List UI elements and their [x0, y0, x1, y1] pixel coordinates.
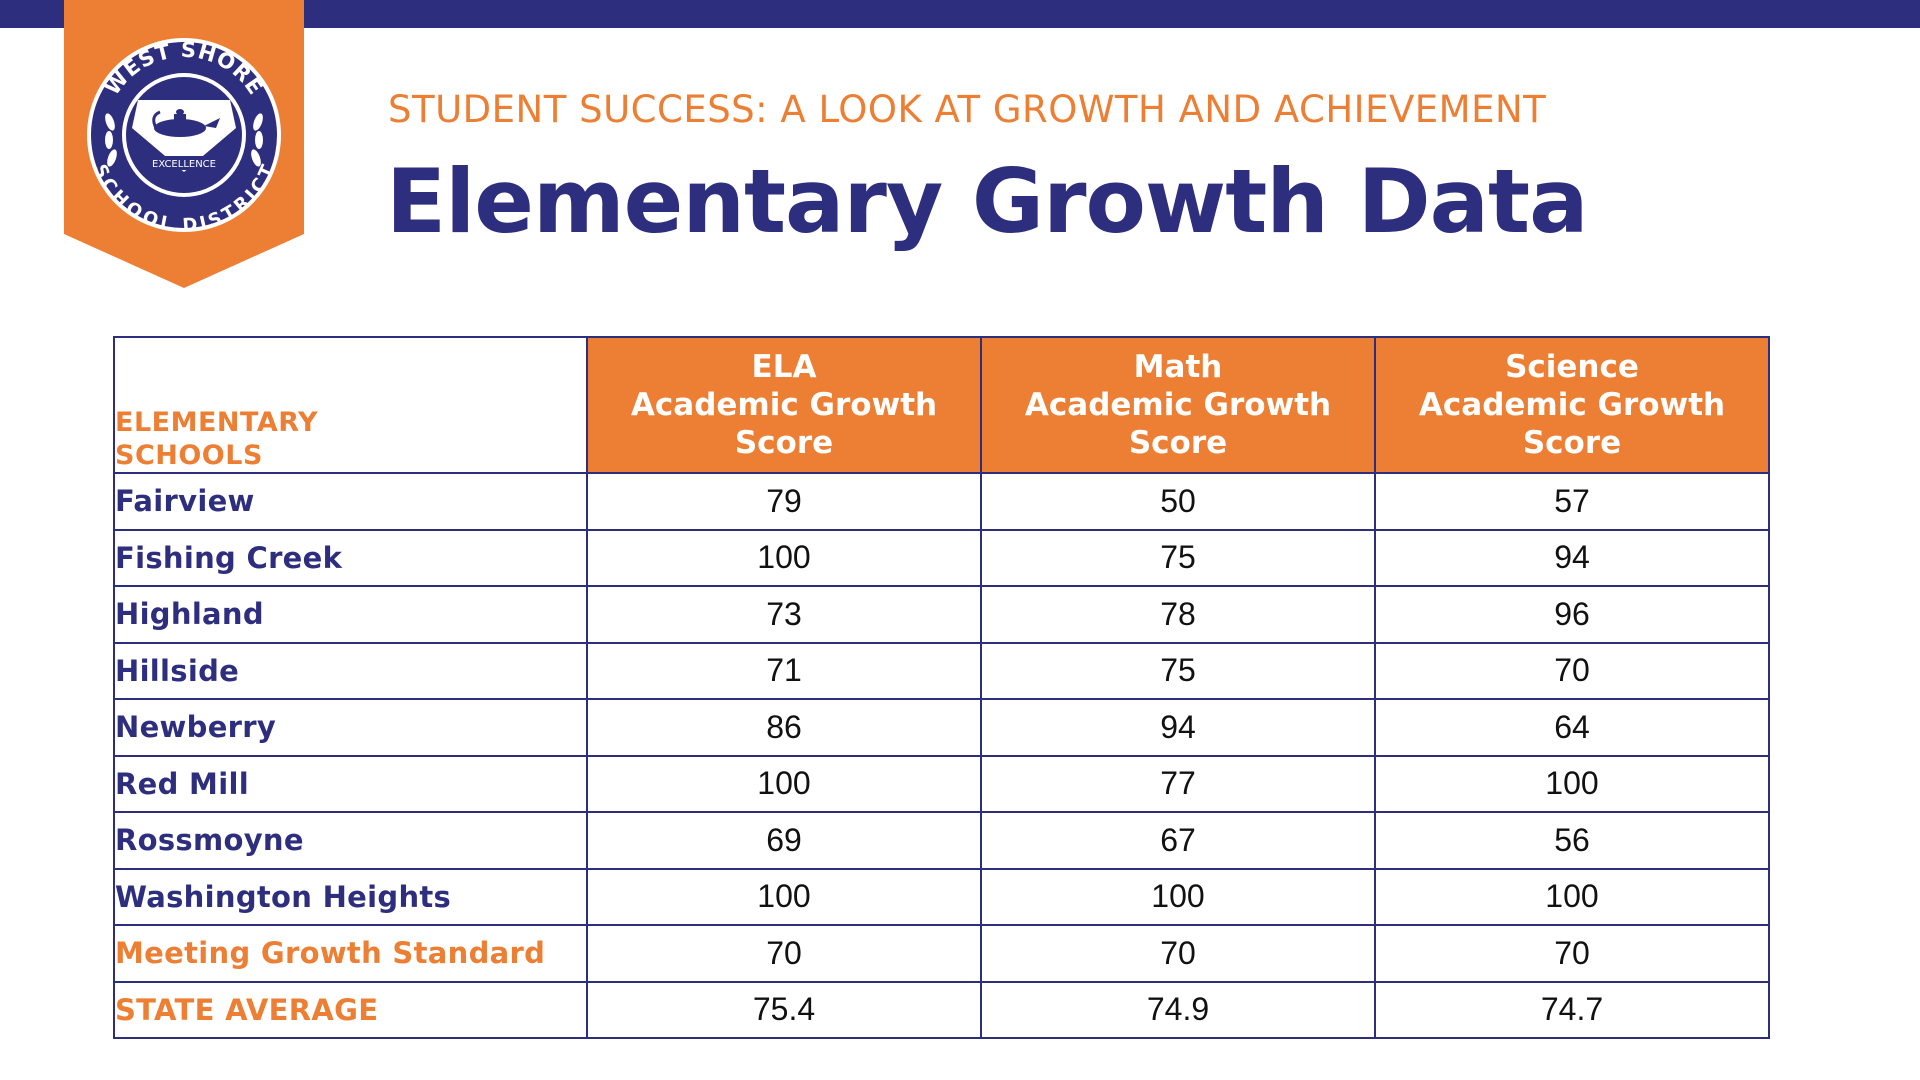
- math-score: 94: [980, 698, 1376, 757]
- page-subtitle: STUDENT SUCCESS: A LOOK AT GROWTH AND AC…: [388, 88, 1547, 131]
- school-name: Fairview: [113, 472, 588, 531]
- school-name: Hillside: [113, 641, 588, 700]
- top-accent-bar: [0, 0, 1920, 28]
- school-name: Washington Heights: [113, 867, 588, 926]
- table-row: Rossmoyne 69 67 56: [113, 811, 1770, 870]
- science-score: 100: [1374, 754, 1770, 813]
- laurel-icon: [105, 113, 263, 167]
- ela-score: 70: [586, 924, 982, 983]
- math-score: 74.9: [980, 980, 1376, 1039]
- logo-banner-text: EXCELLENCE: [152, 159, 216, 170]
- school-name: Newberry: [113, 698, 588, 757]
- science-score: 70: [1374, 641, 1770, 700]
- column-header-line: Score: [734, 425, 834, 461]
- science-score: 56: [1374, 811, 1770, 870]
- page-title: Elementary Growth Data: [386, 150, 1588, 253]
- math-score: 50: [980, 472, 1376, 531]
- school-name: Highland: [113, 585, 588, 644]
- math-score: 75: [980, 641, 1376, 700]
- math-score: 67: [980, 811, 1376, 870]
- west-shore-logo: WEST SHORE SCHOOL DISTRICT EXCELLENCE: [64, 0, 304, 288]
- column-header-line: Academic Growth: [630, 387, 938, 423]
- district-logo-banner: WEST SHORE SCHOOL DISTRICT EXCELLENCE: [64, 0, 304, 288]
- math-score: 100: [980, 867, 1376, 926]
- science-score: 100: [1374, 867, 1770, 926]
- column-header-line: Academic Growth: [1024, 387, 1332, 423]
- science-score: 57: [1374, 472, 1770, 531]
- table-row: Red Mill 100 77 100: [113, 754, 1770, 813]
- science-score: 96: [1374, 585, 1770, 644]
- science-score: 94: [1374, 528, 1770, 587]
- ela-score: 100: [586, 867, 982, 926]
- ela-score: 71: [586, 641, 982, 700]
- column-header-line: Score: [1522, 425, 1622, 461]
- growth-standard-row: Meeting Growth Standard 70 70 70: [113, 924, 1770, 983]
- school-name: Rossmoyne: [113, 811, 588, 870]
- school-name: Fishing Creek: [113, 528, 588, 587]
- ela-score: 100: [586, 528, 982, 587]
- science-score: 64: [1374, 698, 1770, 757]
- corner-header-line: SCHOOLS: [115, 440, 263, 471]
- column-header-line: ELA: [751, 349, 817, 385]
- column-header-line: Science: [1505, 349, 1639, 385]
- ela-score: 73: [586, 585, 982, 644]
- table-row: Hillside 71 75 70: [113, 641, 1770, 700]
- column-header-line: Academic Growth: [1418, 387, 1726, 423]
- science-score: 74.7: [1374, 980, 1770, 1039]
- corner-header-line: ELEMENTARY: [115, 407, 319, 438]
- school-name: Red Mill: [113, 754, 588, 813]
- table-header-row: ELEMENTARY SCHOOLS ELA Academic Growth S…: [113, 336, 1770, 474]
- science-score: 70: [1374, 924, 1770, 983]
- table-row: Fishing Creek 100 75 94: [113, 528, 1770, 587]
- column-header-science: Science Academic Growth Score: [1374, 336, 1770, 474]
- ela-score: 86: [586, 698, 982, 757]
- growth-standard-label: Meeting Growth Standard: [113, 924, 588, 983]
- ela-score: 79: [586, 472, 982, 531]
- math-score: 75: [980, 528, 1376, 587]
- column-header-line: Math: [1133, 349, 1223, 385]
- column-header-line: Score: [1128, 425, 1228, 461]
- column-header-ela: ELA Academic Growth Score: [586, 336, 982, 474]
- growth-data-table: ELEMENTARY SCHOOLS ELA Academic Growth S…: [113, 336, 1770, 1039]
- ela-score: 75.4: [586, 980, 982, 1039]
- column-header-math: Math Academic Growth Score: [980, 336, 1376, 474]
- table-row: Highland 73 78 96: [113, 585, 1770, 644]
- state-average-label: STATE AVERAGE: [113, 980, 588, 1039]
- ela-score: 100: [586, 754, 982, 813]
- table-row: Fairview 79 50 57: [113, 472, 1770, 531]
- oil-lamp-icon: [152, 109, 220, 137]
- math-score: 78: [980, 585, 1376, 644]
- math-score: 77: [980, 754, 1376, 813]
- math-score: 70: [980, 924, 1376, 983]
- corner-header: ELEMENTARY SCHOOLS: [113, 336, 588, 474]
- table-row: Washington Heights 100 100 100: [113, 867, 1770, 926]
- table-row: Newberry 86 94 64: [113, 698, 1770, 757]
- state-average-row: STATE AVERAGE 75.4 74.9 74.7: [113, 980, 1770, 1039]
- ela-score: 69: [586, 811, 982, 870]
